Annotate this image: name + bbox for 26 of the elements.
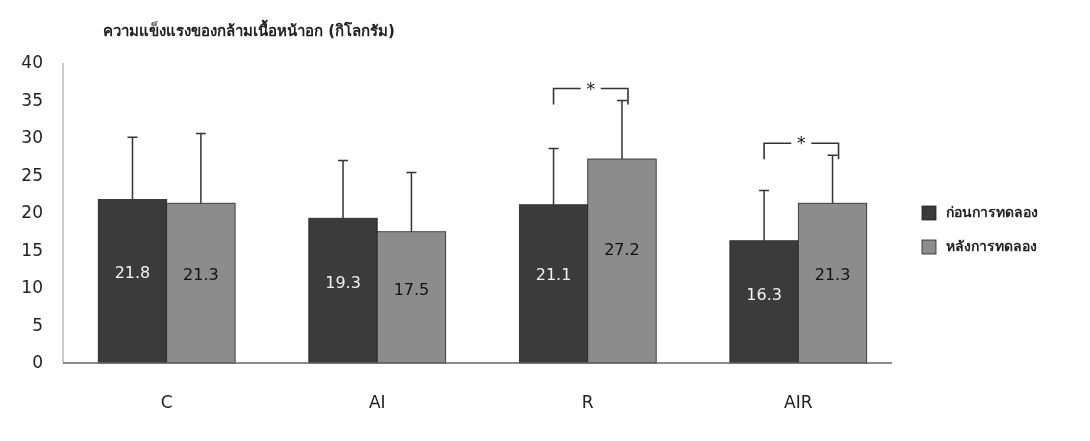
legend-label: หลังการทดลอง — [946, 238, 1037, 254]
data-label: 16.3 — [746, 285, 782, 305]
x-tick-label: AIR — [784, 392, 813, 412]
data-label: 19.3 — [325, 272, 361, 292]
data-label: 17.5 — [393, 280, 430, 300]
data-label: 21.8 — [114, 262, 151, 282]
y-tick-label: 30 — [21, 127, 43, 147]
x-tick-label: R — [581, 392, 594, 412]
y-tick-label: 25 — [21, 164, 43, 185]
legend-label: ก่อนการทดลอง — [946, 204, 1038, 220]
x-tick-label: AI — [368, 392, 386, 412]
data-label: 27.2 — [604, 240, 640, 260]
y-tick-label: 20 — [21, 202, 43, 222]
y-tick-label: 15 — [21, 239, 43, 260]
y-tick-label: 5 — [32, 314, 43, 335]
y-tick-label: 40 — [21, 52, 43, 72]
data-label: 21.1 — [535, 265, 572, 285]
chart-title: ความแข็งแรงของกล้ามเนื้อหน้าอก (กิโลกรัม) — [103, 19, 395, 40]
annotation: * — [586, 77, 596, 99]
x-tick-label: C — [160, 392, 173, 412]
y-tick-label: 0 — [32, 352, 43, 372]
data-label: 21.3 — [183, 264, 219, 284]
data-label: 21.3 — [814, 264, 851, 284]
annotation: * — [796, 132, 806, 154]
y-tick-label: 35 — [21, 89, 43, 110]
y-tick-label: 10 — [21, 277, 43, 297]
